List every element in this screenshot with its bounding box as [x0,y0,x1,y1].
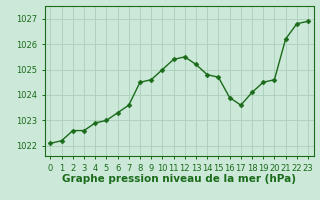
X-axis label: Graphe pression niveau de la mer (hPa): Graphe pression niveau de la mer (hPa) [62,174,296,184]
